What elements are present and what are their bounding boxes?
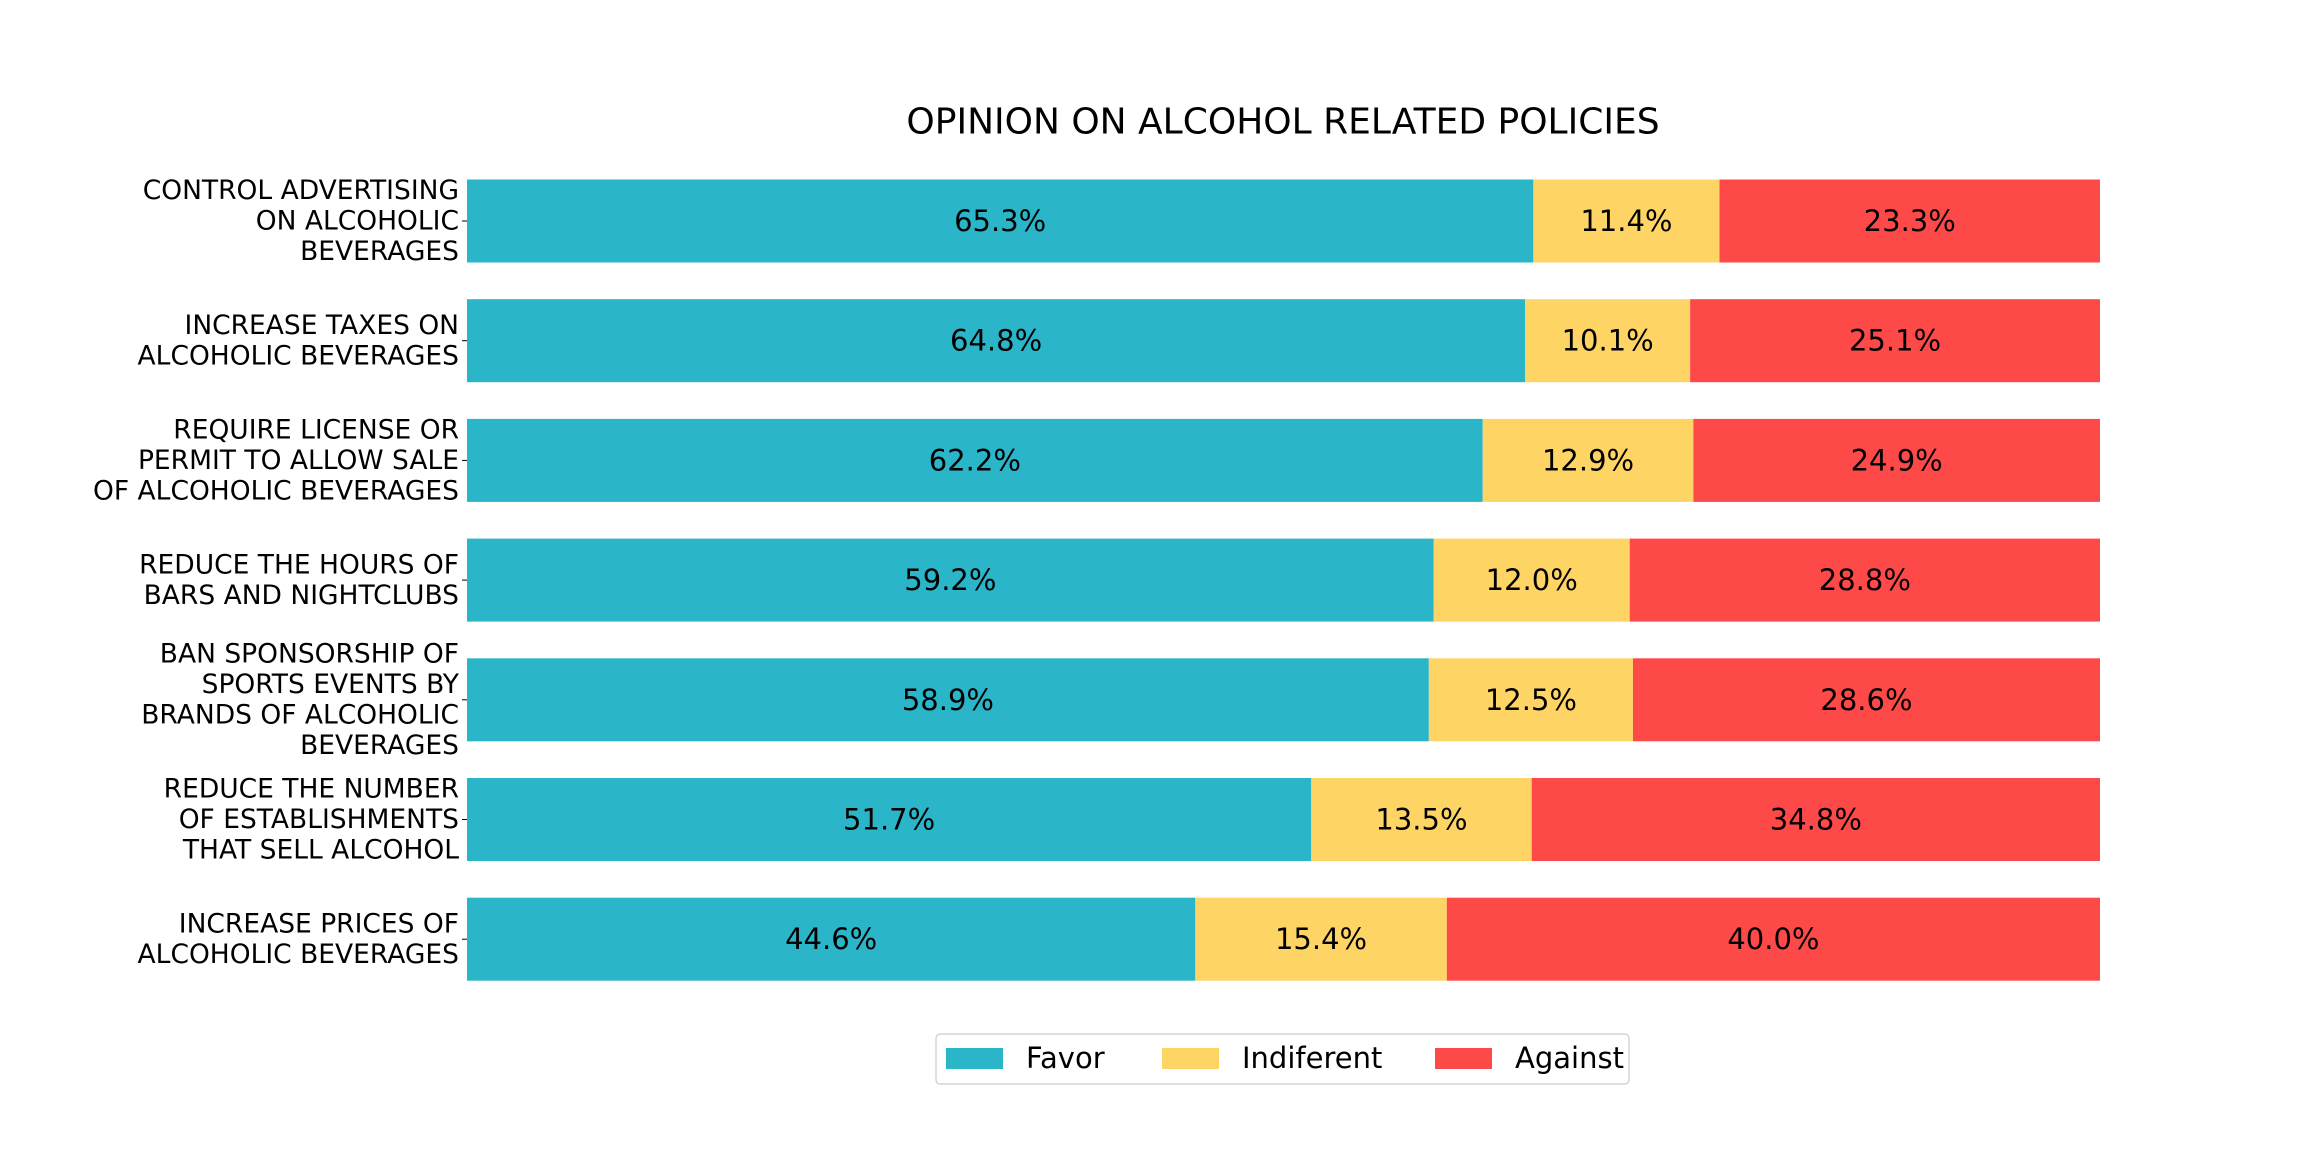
category-label-line: BEVERAGES [300,236,459,267]
data-label: 51.7% [843,803,935,837]
category-label-line: REQUIRE LICENSE OR [173,414,459,445]
data-label: 58.9% [902,683,994,717]
legend-swatch-indiferent [1162,1048,1219,1069]
legend-swatch-against [1435,1048,1492,1069]
bars: 65.3% 11.4% 23.3% 64.8% 10.1% 25.1% 62.2% 12.9%… [467,179,2100,981]
data-label: 11.4% [1580,204,1672,238]
bar-against [1629,538,2100,622]
bar-indiferent [1195,897,1447,981]
legend-label: Against [1515,1041,1624,1075]
data-label: 12.9% [1542,443,1634,477]
category-label-line: ALCOHOLIC BEVERAGES [138,939,459,970]
category-label-line: BEVERAGES [300,730,459,761]
data-label: 62.2% [929,443,1021,477]
bar-favor [467,897,1196,981]
bar-favor [467,179,1534,263]
bar-favor [467,658,1429,742]
category-label-line: BARS AND NIGHTCLUBS [144,580,459,611]
category-label: REDUCE THE HOURS OF BARS AND NIGHTCLUBS [139,549,459,611]
legend-label: Indiferent [1242,1041,1382,1075]
category-label-line: REDUCE THE NUMBER [164,774,459,805]
category-label: REQUIRE LICENSE OR PERMIT TO ALLOW SALE OF… [93,414,459,506]
legend-frame [935,1033,1630,1085]
category-label-line: REDUCE THE HOURS OF [139,549,459,580]
legend-swatch-favor [946,1048,1003,1069]
data-label: 12.0% [1486,563,1578,597]
category-label-line: CONTROL ADVERTISING [143,175,459,206]
bar-against [1446,897,2100,981]
category-label: REDUCE THE NUMBER OF ESTABLISHMENTS THAT S… [164,774,460,866]
bar-favor [467,418,1483,502]
legend-label: Favor [1026,1041,1105,1075]
data-label: 44.6% [785,922,877,956]
bar-favor [467,538,1434,622]
category-label-line: THAT SELL ALCOHOL [182,835,459,866]
category-label: BAN SPONSORSHIP OF SPORTS EVENTS BY BRANDS… [141,639,460,762]
category-label-line: PERMIT TO ALLOW SALE [138,445,459,476]
bar-against [1531,778,2100,861]
bar-indiferent [1311,778,1532,861]
data-label: 34.8% [1770,803,1862,837]
bar-favor [467,299,1526,383]
category-label-line: OF ALCOHOLIC BEVERAGES [93,475,459,506]
category-label-line: ON ALCOHOLIC [256,206,459,237]
bar-against [1632,658,2100,742]
data-label: 15.4% [1275,922,1367,956]
chart-title: OPINION ON ALCOHOL RELATED POLICIES [906,102,1659,143]
category-label-line: SPORTS EVENTS BY [202,669,460,700]
bar-indiferent [1533,179,1720,263]
category-label: INCREASE TAXES ON ALCOHOLIC BEVERAGES [138,310,459,372]
bar-indiferent [1525,299,1691,383]
data-label: 24.9% [1851,443,1943,477]
bar-against [1690,299,2100,383]
bar-against [1719,179,2100,263]
category-label-line: INCREASE TAXES ON [185,310,460,341]
category-label-line: OF ESTABLISHMENTS [179,804,459,835]
bar-indiferent [1428,658,1633,742]
data-label: 40.0% [1727,922,1819,956]
category-label-line: INCREASE PRICES OF [179,908,459,939]
data-label: 25.1% [1849,324,1941,358]
category-label: CONTROL ADVERTISING ON ALCOHOLIC BEVERAGES [143,175,459,267]
data-label: 65.3% [954,204,1046,238]
category-label: INCREASE PRICES OF ALCOHOLIC BEVERAGES [138,908,459,970]
data-label: 64.8% [950,324,1042,358]
bar-favor [467,778,1312,861]
bar-indiferent [1433,538,1630,622]
legend: Favor Indiferent Against [935,1033,1630,1085]
bar-against [1693,418,2100,502]
category-label-line: ALCOHOLIC BEVERAGES [138,340,459,371]
bar-indiferent [1482,418,1694,502]
data-label: 10.1% [1562,324,1654,358]
y-axis-ticks [462,220,467,940]
category-labels: CONTROL ADVERTISING ON ALCOHOLIC BEVERAGES… [93,175,460,970]
category-label-line: BRANDS OF ALCOHOLIC [141,700,459,731]
data-label: 12.5% [1485,683,1577,717]
data-label: 28.6% [1820,683,1912,717]
data-label: 28.8% [1819,563,1911,597]
category-label-line: BAN SPONSORSHIP OF [160,639,459,670]
data-label: 23.3% [1864,204,1956,238]
data-label: 59.2% [904,563,996,597]
data-label: 13.5% [1375,803,1467,837]
